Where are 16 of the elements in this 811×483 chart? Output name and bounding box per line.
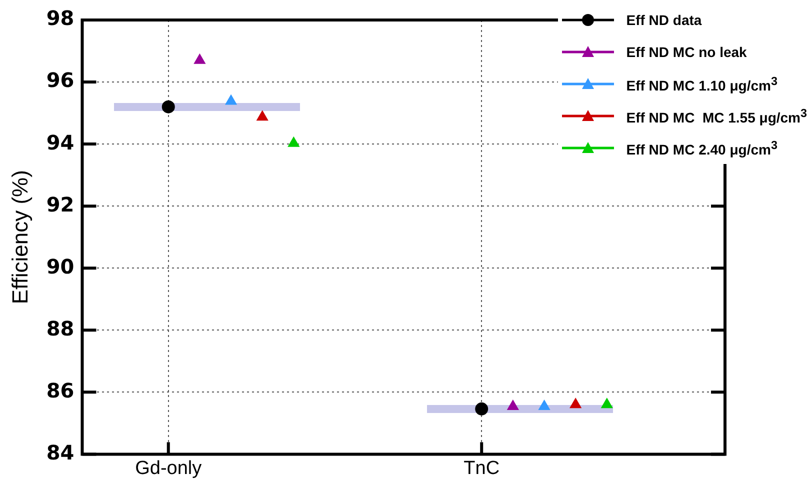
y-tick-label: 90 [46,254,74,278]
legend-label: Eff ND MC no leak [626,44,747,60]
y-tick-label: 94 [46,130,74,154]
legend-label: Eff ND MC MC 1.55 μg/cm$^{3}$ [626,106,807,126]
y-tick-label: 98 [46,6,74,30]
x-tick-label: TnC [464,458,500,479]
legend-label: Eff ND MC 1.10 μg/cm$^{3}$ [626,74,778,94]
x-tick-label: Gd-only [135,458,202,479]
y-tick-label: 96 [46,68,74,92]
legend-label: Eff ND MC 2.40 μg/cm$^{3}$ [626,138,778,158]
y-axis-title: Efficiency (%) [7,170,32,304]
legend-label: Eff ND data [626,12,702,28]
y-tick-label: 86 [46,378,74,402]
y-tick-label: 92 [46,192,74,216]
y-tick-label: 84 [46,440,74,464]
y-tick-label: 88 [46,316,74,340]
